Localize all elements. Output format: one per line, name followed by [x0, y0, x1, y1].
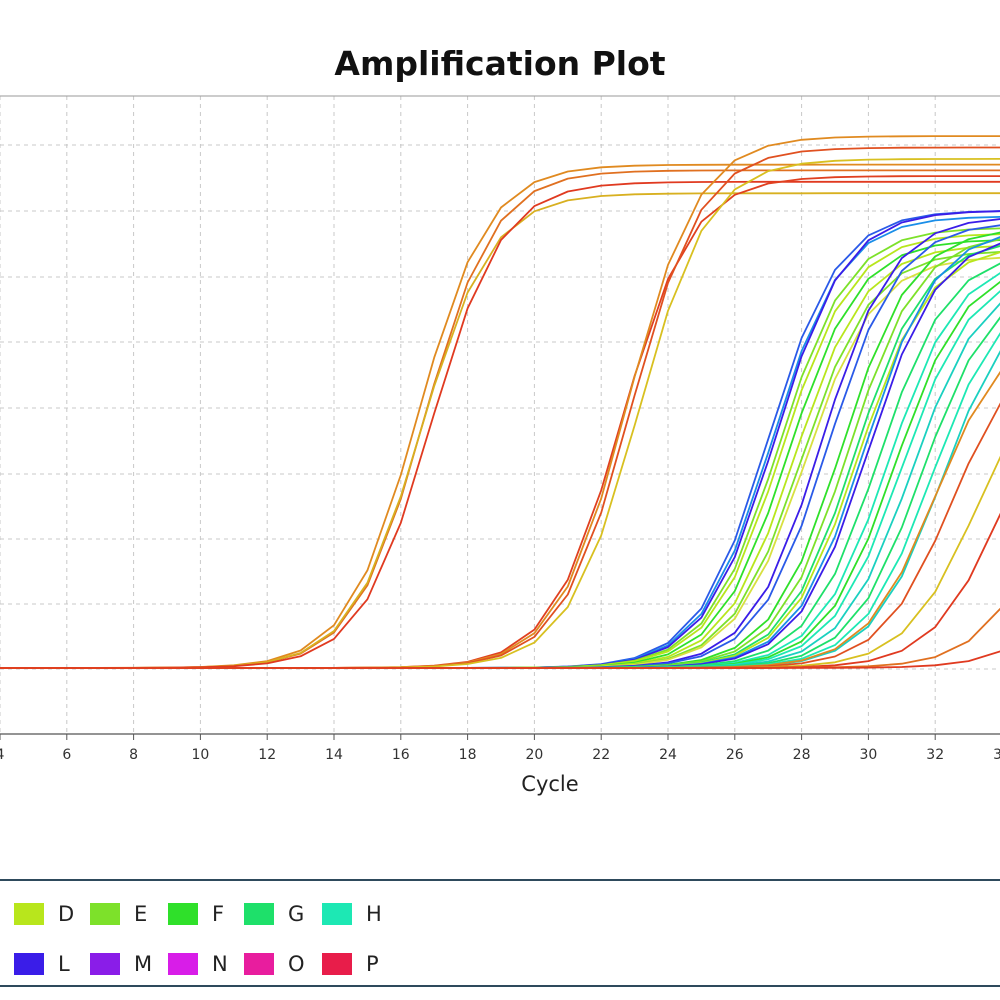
legend-label: D — [58, 902, 75, 926]
x-tick-label: 24 — [659, 747, 677, 760]
amplification-curve — [0, 233, 1000, 669]
legend-item-h: H — [322, 902, 382, 926]
legend-bottom-border — [0, 985, 1000, 987]
x-tick-label: 10 — [191, 747, 209, 760]
legend-swatch — [14, 903, 44, 925]
legend-label: L — [58, 952, 70, 976]
x-axis-label: Cycle — [521, 772, 579, 796]
amplification-curve — [0, 350, 1000, 669]
series-lines — [0, 135, 1000, 669]
amplification-curve — [0, 455, 1000, 669]
amplification-curve — [0, 650, 1000, 669]
x-tick-label: 4 — [0, 747, 5, 760]
amplification-curve — [0, 210, 1000, 669]
amplification-curve — [0, 238, 1000, 669]
amplification-curve — [0, 218, 1000, 669]
x-tick-label: 22 — [592, 747, 610, 760]
amplification-curve — [0, 215, 1000, 669]
x-tick-label: 8 — [129, 747, 138, 760]
amplification-curve — [0, 158, 1000, 669]
x-tick-label: 32 — [926, 747, 944, 760]
legend-item-m: M — [90, 952, 152, 976]
x-tick-label: 12 — [258, 747, 276, 760]
x-tick-label: 28 — [793, 747, 811, 760]
legend-label: H — [366, 902, 382, 926]
legend-swatch — [168, 953, 198, 975]
legend-label: M — [134, 952, 153, 976]
legend-label: N — [212, 952, 228, 976]
legend-label: E — [134, 902, 148, 926]
legend-label: O — [288, 952, 305, 976]
amplification-plot: 4 6 8 10 12 14 16 18 20 22 24 26 28 30 32 34 — [0, 95, 1000, 760]
x-tick-label: 14 — [325, 747, 343, 760]
legend-item-g: G — [244, 902, 304, 926]
grid — [0, 96, 1000, 734]
amplification-curve — [0, 242, 1000, 669]
legend-item-n: N — [168, 952, 228, 976]
legend-item-d: D — [14, 902, 74, 926]
x-tick-label: 30 — [859, 747, 877, 760]
legend-swatch — [14, 953, 44, 975]
x-tick-label: 20 — [525, 747, 543, 760]
amplification-curve — [0, 512, 1000, 669]
legend-swatch — [244, 903, 274, 925]
x-tick-label: 6 — [62, 747, 71, 760]
amplification-curve — [0, 169, 1000, 669]
legend-top-border — [0, 879, 1000, 881]
x-ticks: 4 6 8 10 12 14 16 18 20 22 24 26 28 30 32 34 — [0, 734, 1000, 760]
legend-item-o: O — [244, 952, 305, 976]
legend-swatch — [90, 953, 120, 975]
legend-swatch — [90, 903, 120, 925]
legend-label: P — [366, 952, 379, 976]
axes — [0, 95, 1000, 735]
legend-label: F — [212, 902, 225, 926]
legend-swatch — [168, 903, 198, 925]
x-tick-label: 34 — [993, 747, 1000, 760]
legend-item-e: E — [90, 902, 147, 926]
chart-title: Amplification Plot — [334, 44, 666, 83]
legend-swatch — [244, 953, 274, 975]
amplification-curve — [0, 302, 1000, 669]
amplification-curve — [0, 210, 1000, 669]
legend-swatch — [322, 953, 352, 975]
legend-item-p: P — [322, 952, 379, 976]
x-tick-label: 16 — [392, 747, 410, 760]
legend-swatch — [322, 903, 352, 925]
x-tick-label: 18 — [459, 747, 477, 760]
legend-item-f: F — [168, 902, 224, 926]
legend-label: G — [288, 902, 305, 926]
x-tick-label: 26 — [726, 747, 744, 760]
legend-item-l: L — [14, 952, 70, 976]
